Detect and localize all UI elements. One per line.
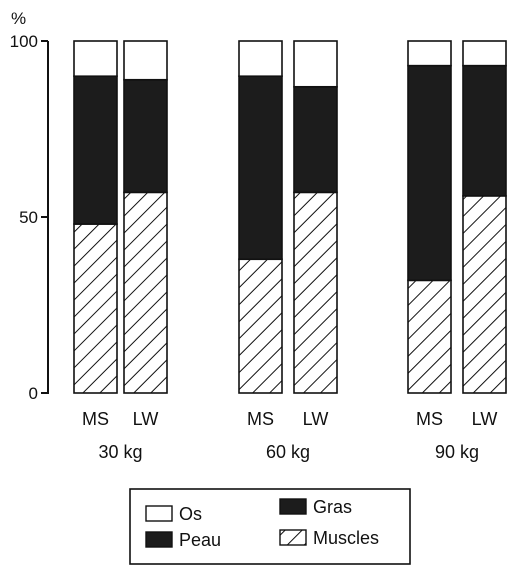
x-group-label: 30 kg	[98, 442, 142, 462]
bar-segment-os	[238, 40, 283, 78]
bar-segment-os	[293, 40, 338, 88]
x-group-label: 90 kg	[435, 442, 479, 462]
legend-label-peau: Peau	[179, 530, 221, 550]
bar-segment-muscles	[462, 195, 507, 394]
x-category-label: LW	[472, 409, 498, 429]
bar-segment-peau	[293, 85, 338, 194]
bar-segment-peau	[462, 64, 507, 197]
y-tick-label: 50	[19, 208, 38, 227]
legend: Os Gras Peau Muscles	[129, 488, 411, 565]
bar-segment-muscles	[238, 258, 283, 394]
x-category-label: MS	[82, 409, 109, 429]
legend-swatch-peau	[145, 531, 173, 548]
legend-label-muscles: Muscles	[313, 528, 379, 548]
x-category-label: LW	[133, 409, 159, 429]
legend-swatch-muscles	[279, 529, 307, 546]
x-category-label: MS	[247, 409, 274, 429]
legend-box	[129, 488, 411, 565]
legend-swatch-os	[145, 505, 173, 522]
y-tick-label: 100	[10, 32, 38, 51]
bar-segment-peau	[73, 75, 118, 225]
y-tick-label: 0	[29, 384, 38, 403]
bar-segment-muscles	[123, 191, 168, 394]
legend-label-gras: Gras	[313, 497, 352, 517]
x-category-label: LW	[303, 409, 329, 429]
legend-swatch-gras	[279, 498, 307, 515]
bar-segment-muscles	[407, 279, 452, 394]
bar-segment-peau	[407, 64, 452, 282]
bar-segment-peau	[123, 78, 168, 194]
x-category-label: MS	[416, 409, 443, 429]
plot-area: % 0 50 100 MS LW 30 kg MS LW 60 kg MS LW 90 kg	[10, 9, 507, 462]
bar-segment-os	[123, 40, 168, 81]
bar-segment-peau	[238, 75, 283, 261]
y-axis-label: %	[11, 9, 26, 28]
bar-segment-os	[462, 40, 507, 67]
x-group-label: 60 kg	[266, 442, 310, 462]
bar-segment-muscles	[293, 191, 338, 394]
legend-label-os: Os	[179, 504, 202, 524]
bar-segment-os	[407, 40, 452, 67]
bar-segment-os	[73, 40, 118, 78]
bar-segment-muscles	[73, 223, 118, 394]
